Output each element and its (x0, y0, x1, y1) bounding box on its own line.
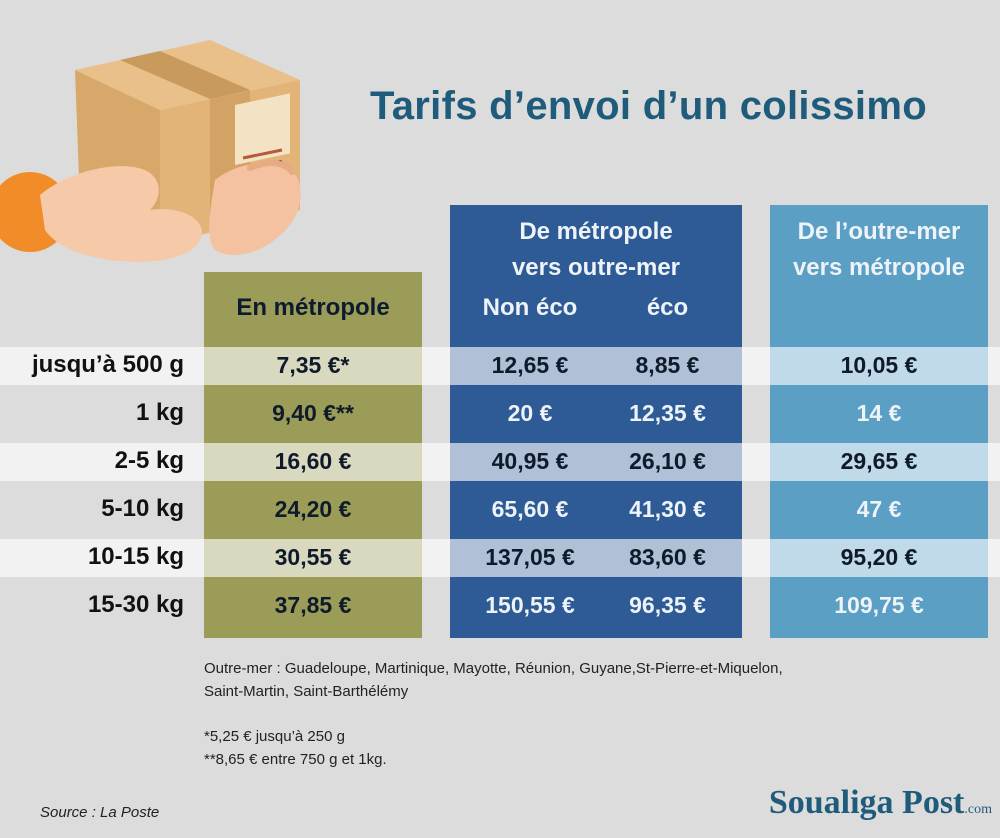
row-weight-label: 10-15 kg (87, 543, 184, 570)
header-metropole: En métropole (236, 294, 390, 321)
brand-name: Soualiga Post (768, 784, 965, 821)
header-vers-outremer-line2: vers outre-mer (511, 254, 681, 281)
cell-depuis-outremer: 95,20 € (840, 544, 918, 570)
cell-non-eco: 12,65 € (491, 352, 569, 378)
brand-suffix: .com (964, 802, 992, 817)
hands-holding-parcel-icon (0, 40, 301, 262)
cell-eco: 41,30 € (629, 496, 706, 522)
cell-metropole: 30,55 € (274, 544, 352, 570)
header-vers-outremer-line1: De métropole (519, 218, 673, 245)
row-band (0, 539, 1000, 577)
row-weight-label: 15-30 kg (87, 591, 184, 618)
cell-non-eco: 40,95 € (491, 448, 569, 474)
notes-block: Outre-mer : Guadeloupe, Martinique, Mayo… (204, 657, 984, 771)
header-depuis-outremer-line1: De l’outre-mer (797, 218, 961, 245)
footnote-2: **8,65 € entre 750 g et 1kg. (204, 751, 387, 768)
cell-metropole: 7,35 €* (276, 352, 350, 378)
cell-non-eco: 65,60 € (491, 496, 569, 522)
cell-depuis-outremer: 14 € (856, 400, 902, 426)
cell-non-eco: 20 € (507, 400, 553, 426)
row-band (0, 347, 1000, 385)
header-depuis-outremer-line2: vers métropole (792, 254, 966, 281)
cell-metropole: 9,40 €** (272, 400, 354, 426)
cell-non-eco: 150,55 € (485, 592, 575, 618)
cell-depuis-outremer: 29,65 € (840, 448, 918, 474)
note-outremer-line2: Saint-Martin, Saint-Barthélémy (204, 683, 409, 700)
cell-depuis-outremer: 47 € (856, 496, 902, 522)
note-outremer-line1: Outre-mer : Guadeloupe, Martinique, Mayo… (204, 660, 783, 677)
cell-eco: 83,60 € (629, 544, 706, 570)
cell-depuis-outremer: 10,05 € (840, 352, 918, 378)
cell-eco: 96,35 € (629, 592, 706, 618)
cell-metropole: 24,20 € (274, 496, 352, 522)
page-title: Tarifs d’envoi d’un colissimo (370, 84, 927, 128)
footnote-1: *5,25 € jusqu’à 250 g (204, 728, 345, 745)
source-credit: Source : La Poste (40, 804, 160, 821)
row-weight-label: jusqu’à 500 g (31, 351, 184, 378)
row-band (0, 443, 1000, 481)
cell-metropole: 37,85 € (274, 592, 352, 618)
row-weight-label: 2-5 kg (114, 447, 184, 474)
cell-eco: 8,85 € (635, 352, 700, 378)
brand-logo: Soualiga Post.com (769, 784, 992, 822)
cell-eco: 26,10 € (629, 448, 706, 474)
cell-non-eco: 137,05 € (485, 544, 575, 570)
header-eco: éco (646, 294, 689, 321)
row-weight-label: 5-10 kg (101, 495, 184, 522)
header-non-eco: Non éco (482, 294, 578, 321)
cell-metropole: 16,60 € (274, 448, 352, 474)
cell-eco: 12,35 € (629, 400, 706, 426)
cell-depuis-outremer: 109,75 € (834, 592, 924, 618)
row-weight-label: 1 kg (135, 399, 184, 426)
